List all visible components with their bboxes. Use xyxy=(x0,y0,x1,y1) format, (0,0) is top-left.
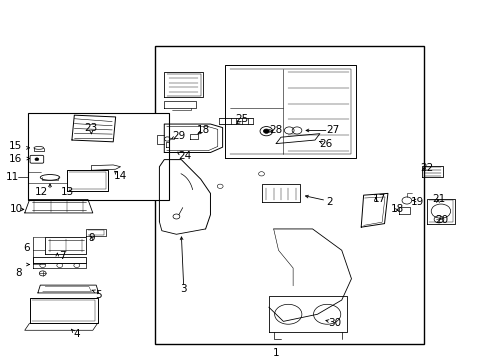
Text: 13: 13 xyxy=(61,186,74,197)
Text: 1: 1 xyxy=(272,348,279,358)
Text: 18: 18 xyxy=(196,125,209,135)
Text: 20: 20 xyxy=(434,215,447,225)
Text: 29: 29 xyxy=(172,131,185,141)
Text: 19: 19 xyxy=(409,197,423,207)
Text: 21: 21 xyxy=(431,194,445,204)
Text: 7: 7 xyxy=(59,251,65,261)
Text: 17: 17 xyxy=(372,194,386,204)
Text: 25: 25 xyxy=(235,114,248,125)
Text: 11: 11 xyxy=(5,172,19,183)
Text: 9: 9 xyxy=(88,233,95,243)
Text: 27: 27 xyxy=(325,125,339,135)
Text: 24: 24 xyxy=(178,151,191,161)
Text: 14: 14 xyxy=(114,171,127,181)
Text: 2: 2 xyxy=(325,197,332,207)
Text: 3: 3 xyxy=(180,284,186,294)
Text: 6: 6 xyxy=(23,243,30,253)
Text: 5: 5 xyxy=(95,290,102,300)
Text: 28: 28 xyxy=(269,125,282,135)
Circle shape xyxy=(263,129,269,133)
Text: 8: 8 xyxy=(15,269,21,278)
Circle shape xyxy=(35,158,39,161)
Text: 15: 15 xyxy=(8,141,21,152)
Text: 23: 23 xyxy=(84,123,98,132)
Text: 10: 10 xyxy=(9,204,22,215)
Text: 26: 26 xyxy=(319,139,332,149)
FancyBboxPatch shape xyxy=(30,156,43,163)
Text: 30: 30 xyxy=(327,318,340,328)
Text: 4: 4 xyxy=(73,329,80,339)
Bar xyxy=(154,46,424,345)
Text: 12: 12 xyxy=(35,186,48,197)
Bar xyxy=(28,113,169,201)
Text: 16: 16 xyxy=(8,154,21,163)
Text: 22: 22 xyxy=(419,163,432,174)
Text: 18: 18 xyxy=(390,204,404,215)
